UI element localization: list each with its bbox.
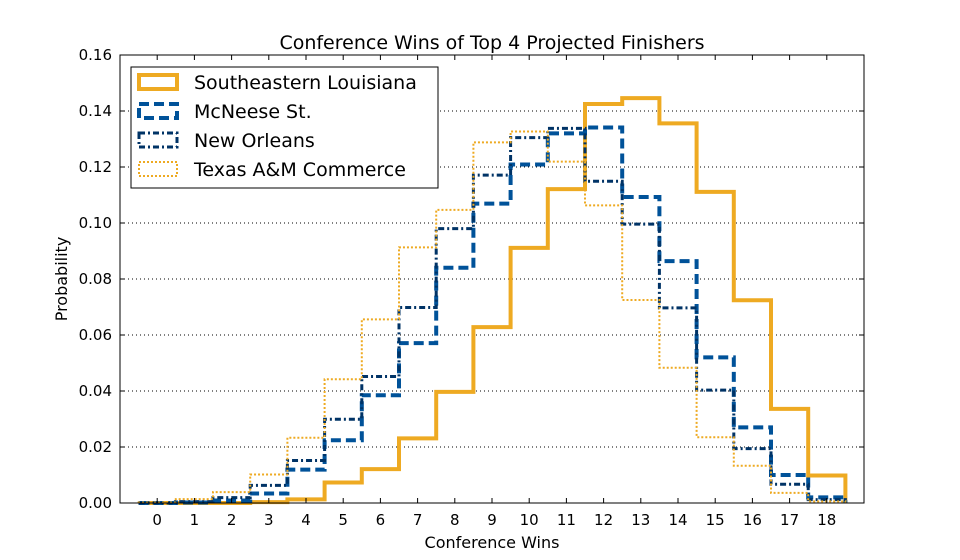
x-tick-label: 16 (743, 511, 762, 529)
legend-swatch (138, 161, 178, 177)
x-tick-label: 2 (227, 511, 237, 529)
x-tick-label: 15 (706, 511, 725, 529)
y-tick-label: 0.12 (79, 158, 112, 176)
y-axis: 0.00 0.02 0.04 0.06 0.08 0.10 0.12 0.14 0.16 (79, 46, 864, 512)
y-tick-label: 0.00 (79, 494, 112, 512)
legend-swatch (137, 131, 179, 149)
chart-title: Conference Wins of Top 4 Projected Finis… (279, 32, 704, 54)
x-tick-label: 7 (413, 511, 423, 529)
y-tick-label: 0.08 (79, 270, 112, 288)
x-tick-label: 17 (780, 511, 799, 529)
x-tick-label: 9 (487, 511, 497, 529)
x-tick-label: 0 (152, 511, 162, 529)
y-tick-label: 0.14 (79, 102, 112, 120)
x-tick-label: 11 (557, 511, 576, 529)
x-tick-label: 6 (376, 511, 386, 529)
legend-label: Texas A&M Commerce (193, 159, 406, 181)
legend-box (130, 66, 439, 189)
series-line-0 (138, 96, 848, 505)
x-tick-label: 3 (264, 511, 274, 529)
x-tick-label: 13 (631, 511, 650, 529)
x-tick-label: 1 (190, 511, 200, 529)
series-line-1 (138, 125, 848, 505)
x-tick-label: 18 (817, 511, 836, 529)
legend-label: Southeastern Louisiana (194, 72, 417, 94)
series-group (137, 96, 848, 505)
y-tick-label: 0.04 (79, 382, 112, 400)
gridlines (120, 110, 864, 448)
legend: Southeastern Louisiana McNeese St. New Orl… (130, 66, 439, 189)
x-axis: 0 1 2 3 4 5 6 7 8 9 10 11 12 13 14 15 16 17 18 (152, 55, 836, 529)
y-tick-label: 0.06 (79, 326, 112, 344)
x-tick-label: 8 (450, 511, 460, 529)
y-tick-label: 0.16 (79, 46, 112, 64)
x-tick-label: 4 (301, 511, 311, 529)
x-axis-title: Conference Wins (425, 533, 560, 552)
y-tick-label: 0.10 (79, 214, 112, 232)
x-tick-label: 14 (668, 511, 687, 529)
y-tick-label: 0.02 (79, 438, 112, 456)
legend-swatch (137, 73, 179, 91)
legend-label: New Orleans (194, 130, 315, 152)
x-tick-label: 5 (338, 511, 348, 529)
x-tick-label: 12 (594, 511, 613, 529)
legend-swatch (137, 102, 179, 120)
legend-label: McNeese St. (194, 101, 312, 123)
x-tick-label: 10 (520, 511, 539, 529)
y-axis-title: Probability (52, 237, 71, 322)
series-line-2 (138, 126, 847, 505)
